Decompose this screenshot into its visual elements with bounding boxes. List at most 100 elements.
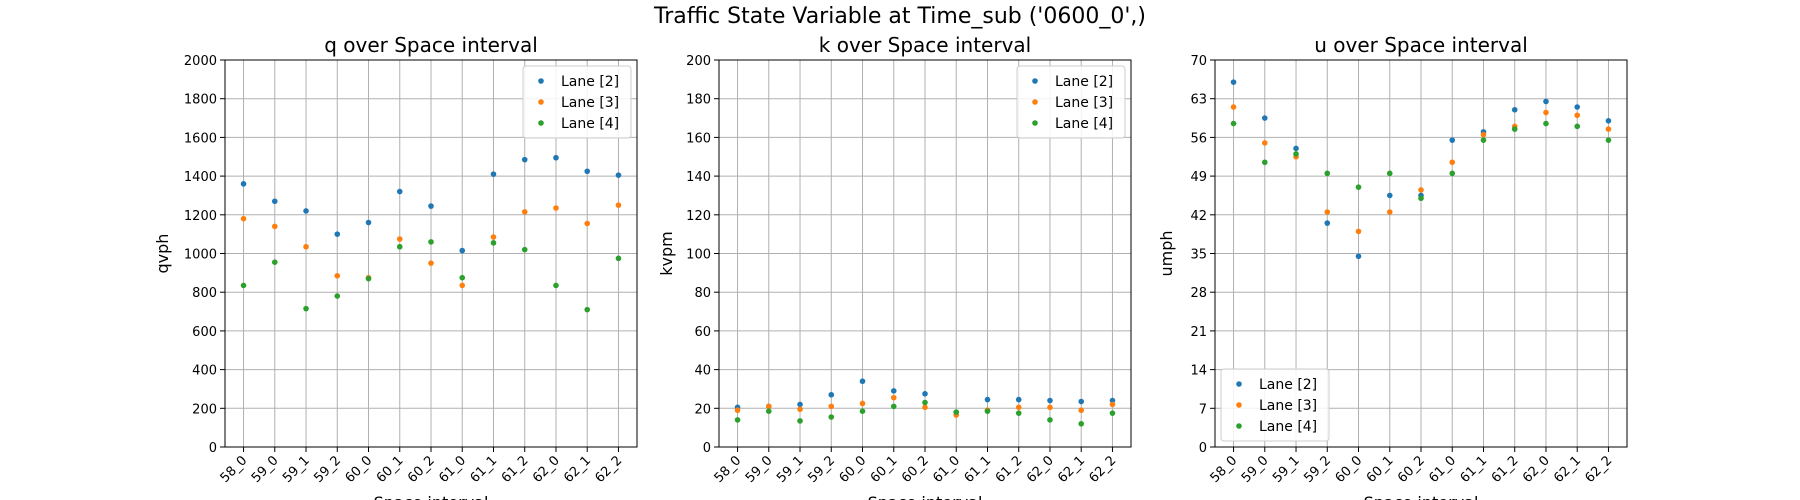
legend-label-lane-2: Lane [2]	[1259, 377, 1317, 393]
data-point-lane-3	[1574, 112, 1581, 119]
x-tick-label: 62_1	[1551, 453, 1584, 486]
data-point-lane-2	[797, 401, 803, 408]
data-point-lane-3	[1261, 140, 1268, 146]
data-point-lane-3	[1324, 209, 1331, 215]
data-point-lane-3	[890, 394, 897, 401]
data-point-lane-2	[271, 198, 278, 205]
data-point-lane-4	[1109, 410, 1116, 416]
data-point-lane-2	[859, 378, 866, 385]
figure-suptitle: Traffic State Variable at Time_sub ('060…	[654, 4, 1146, 29]
y-tick-label: 1800	[184, 93, 217, 108]
data-point-lane-3	[922, 404, 928, 411]
legend-marker-lane-4	[538, 120, 544, 126]
data-point-lane-3	[1449, 159, 1456, 166]
data-point-lane-2	[553, 154, 559, 161]
x-tick-label: 59_0	[1239, 453, 1272, 486]
data-point-lane-3	[584, 220, 591, 227]
legend-label-lane-3: Lane [3]	[1259, 398, 1317, 414]
data-point-lane-3	[1047, 404, 1053, 411]
data-point-lane-4	[890, 403, 897, 410]
data-point-lane-2	[396, 188, 403, 195]
data-point-lane-4	[859, 408, 866, 415]
data-point-lane-3	[428, 260, 434, 266]
y-tick-label: 49	[1190, 170, 1207, 185]
data-point-lane-2	[1355, 253, 1362, 260]
data-point-lane-3	[396, 236, 403, 242]
data-point-lane-2	[1324, 220, 1331, 226]
data-point-lane-3	[490, 234, 497, 240]
data-point-lane-4	[334, 293, 341, 299]
data-point-lane-2	[428, 203, 434, 209]
data-point-lane-2	[615, 172, 622, 178]
data-point-lane-4	[828, 414, 835, 420]
data-point-lane-4	[365, 275, 372, 282]
x-tick-label: 61_0	[1426, 453, 1459, 486]
x-tick-label: 59_1	[1270, 453, 1303, 486]
x-tick-label: 58_0	[1208, 453, 1241, 486]
data-point-lane-4	[1015, 410, 1022, 416]
data-point-lane-2	[1047, 397, 1053, 404]
chart-title: k over Space interval	[819, 33, 1031, 57]
x-axis-label: Space interval	[868, 493, 983, 500]
data-point-lane-4	[396, 243, 403, 250]
data-point-lane-2	[1078, 398, 1085, 405]
data-point-lane-2	[1230, 79, 1237, 85]
y-axis-label: umph	[1157, 230, 1176, 276]
data-point-lane-4	[1449, 170, 1456, 177]
legend-label-lane-2: Lane [2]	[561, 74, 619, 90]
legend-marker-lane-2	[538, 78, 544, 84]
y-tick-label: 800	[192, 286, 217, 301]
y-tick-label: 2000	[184, 54, 217, 69]
legend-marker-lane-3	[1032, 99, 1038, 105]
data-point-lane-2	[1605, 118, 1612, 124]
data-point-lane-4	[1418, 195, 1424, 202]
y-tick-label: 0	[209, 441, 217, 456]
data-point-lane-3	[521, 209, 528, 215]
data-point-lane-3	[1418, 187, 1424, 193]
legend-label-lane-4: Lane [4]	[561, 116, 619, 132]
data-point-lane-4	[428, 239, 434, 245]
data-point-lane-4	[1078, 420, 1085, 427]
data-point-lane-4	[271, 259, 278, 266]
y-tick-label: 7	[1199, 402, 1207, 417]
legend-marker-lane-3	[538, 99, 544, 105]
data-point-lane-3	[271, 223, 278, 230]
data-point-lane-3	[615, 202, 622, 208]
y-tick-label: 1200	[184, 209, 217, 224]
data-point-lane-2	[459, 247, 466, 254]
y-tick-label: 400	[192, 364, 217, 379]
data-point-lane-3	[334, 272, 341, 279]
data-point-lane-4	[615, 255, 622, 262]
data-point-lane-2	[584, 168, 591, 175]
data-point-lane-2	[365, 219, 372, 226]
data-point-lane-4	[1293, 151, 1299, 157]
data-point-lane-4	[553, 282, 559, 289]
data-point-lane-3	[734, 407, 741, 414]
data-point-lane-4	[922, 399, 928, 406]
y-tick-label: 160	[686, 131, 711, 146]
data-point-lane-4	[1386, 170, 1393, 177]
legend-marker-lane-2	[1032, 78, 1038, 84]
data-point-lane-4	[240, 282, 247, 289]
data-point-lane-4	[1324, 170, 1331, 177]
legend-box	[522, 65, 632, 139]
data-point-lane-2	[490, 171, 497, 177]
legend-label-lane-4: Lane [4]	[1055, 116, 1113, 132]
data-point-lane-3	[797, 406, 803, 413]
y-tick-label: 20	[694, 402, 711, 417]
data-point-lane-4	[459, 274, 466, 281]
data-point-lane-4	[521, 246, 528, 253]
data-point-lane-3	[1230, 104, 1237, 110]
data-point-lane-4	[303, 305, 309, 312]
y-tick-label: 70	[1190, 54, 1207, 69]
legend-marker-lane-4	[1032, 120, 1038, 126]
y-tick-label: 200	[686, 54, 711, 69]
y-tick-label: 140	[686, 170, 711, 185]
axes-frame	[1214, 59, 1628, 448]
data-point-lane-2	[1386, 192, 1393, 199]
data-point-lane-2	[1511, 106, 1518, 113]
data-point-lane-2	[1543, 98, 1549, 105]
data-point-lane-3	[1355, 228, 1362, 235]
x-tick-label: 59_2	[1301, 453, 1334, 486]
